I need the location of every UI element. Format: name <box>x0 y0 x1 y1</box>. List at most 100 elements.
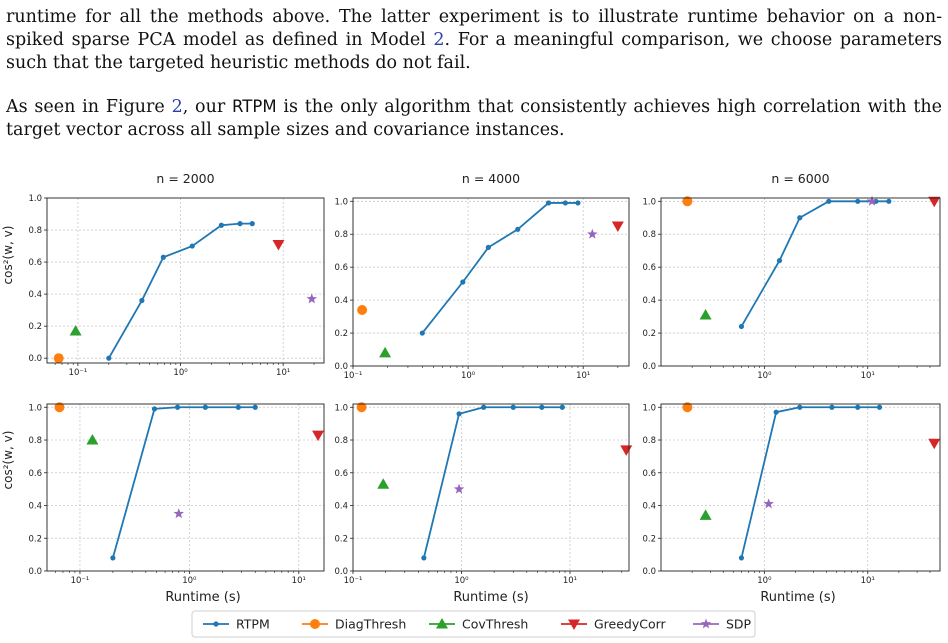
legend-marker <box>700 618 712 629</box>
series-sdp <box>763 498 774 509</box>
data-point-sdp <box>453 483 465 494</box>
figure-reference-link[interactable]: 2 <box>171 97 183 117</box>
data-point-rtpm <box>139 297 145 304</box>
series-covthresh <box>69 324 82 336</box>
paragraph-runtime: runtime for all the methods above. The l… <box>6 6 942 75</box>
legend-item-covthresh: CovThresh <box>429 617 528 632</box>
data-point-rtpm <box>485 244 491 251</box>
x-tick-label: 10⁰ <box>757 576 772 586</box>
x-tick-label: 10⁻¹ <box>71 576 90 586</box>
y-tick-label: 1.0 <box>334 197 348 207</box>
xlabel-middle: Runtime (s) <box>453 590 528 605</box>
legend-label: RTPM <box>236 617 270 632</box>
data-point-rtpm <box>738 555 745 561</box>
data-point-rtpm <box>218 222 224 228</box>
data-point-rtpm <box>189 243 195 249</box>
data-point-greedycorr <box>312 430 325 442</box>
xlabel-left: Runtime (s) <box>165 590 240 605</box>
y-tick-label: 0.6 <box>334 263 348 273</box>
text-span: is the only algorithm that consistently … <box>6 97 942 140</box>
y-tick-label: 0.2 <box>28 322 42 332</box>
series-greedycorr <box>928 196 941 208</box>
y-tick-label: 0.6 <box>642 469 656 479</box>
x-tick-label: 10¹ <box>563 576 577 586</box>
series-rtpm <box>106 221 255 361</box>
y-tick-label: 0.4 <box>334 502 348 512</box>
panel-title: n = 6000 <box>771 171 829 186</box>
plot-frame <box>352 197 630 367</box>
plot-area <box>353 198 629 366</box>
x-tick-label: 10¹ <box>292 576 306 586</box>
plot-frame <box>46 403 325 572</box>
plot-frame <box>46 197 325 364</box>
y-tick-label: 1.0 <box>28 403 42 413</box>
plot-area <box>47 198 324 363</box>
series-diagthresh <box>682 402 693 413</box>
data-point-rtpm <box>151 406 158 412</box>
chart-panel-1: 0.0 0.2 0.4 0.6 0.8 1.0 10⁻¹ 10⁰ 10¹ n = 2000 <box>28 171 325 378</box>
data-point-rtpm <box>174 404 181 410</box>
rtpm-name: RTPM <box>232 97 277 116</box>
y-tick-label: 0.8 <box>28 226 42 236</box>
data-point-rtpm <box>855 198 861 204</box>
data-point-sdp <box>173 508 184 519</box>
legend-label: SDP <box>726 617 752 632</box>
legend-label: DiagThresh <box>335 617 406 632</box>
legend-item-sdp: SDP <box>693 617 752 632</box>
data-point-rtpm <box>545 200 552 206</box>
data-point-rtpm <box>160 254 166 260</box>
data-point-diagthresh <box>357 305 368 315</box>
data-point-rtpm <box>797 404 803 410</box>
y-tick-label: 0.4 <box>334 296 348 306</box>
data-point-sdp <box>306 293 317 304</box>
y-tick-label: 0.2 <box>334 534 348 544</box>
y-tick-label: 0.8 <box>28 436 42 446</box>
x-tick-label: 10⁰ <box>757 371 772 381</box>
data-point-diagthresh <box>53 353 64 364</box>
y-tick-label: 0.6 <box>28 258 42 268</box>
legend-item-rtpm: RTPM <box>203 617 270 632</box>
series-covthresh <box>86 434 99 445</box>
data-point-covthresh <box>69 324 82 336</box>
y-tick-label: 0.4 <box>28 502 42 512</box>
text-span: , our <box>182 97 233 117</box>
data-point-rtpm <box>515 226 521 232</box>
y-tick-label: 1.0 <box>642 403 656 413</box>
y-tick-label: 0.8 <box>642 436 656 446</box>
legend-marker <box>568 619 580 630</box>
data-point-rtpm <box>797 215 803 221</box>
chart-panel-4: 0.0 0.2 0.4 0.6 0.8 1.0 10⁻¹ 10⁰ 10¹ <box>28 402 325 586</box>
chart-panel-3: 0.0 0.2 0.4 0.6 0.8 1.0 10⁰ 10¹ n = 6000 <box>642 171 941 381</box>
legend-marker <box>310 619 320 629</box>
y-tick-label: 0.2 <box>28 534 42 544</box>
data-point-diagthresh <box>356 402 367 413</box>
y-tick-label: 0.0 <box>28 567 42 577</box>
series-covthresh <box>699 509 712 520</box>
plot-frame <box>660 403 941 572</box>
model-reference-link[interactable]: 2 <box>433 30 445 50</box>
legend-marker <box>213 621 219 627</box>
data-point-rtpm <box>481 404 487 410</box>
data-point-covthresh <box>379 346 392 358</box>
data-point-rtpm <box>776 257 783 264</box>
chart-panel-6: 0.0 0.2 0.4 0.6 0.8 1.0 10⁰ 10¹ <box>642 402 941 586</box>
y-tick-label: 0.0 <box>334 567 348 577</box>
data-point-rtpm <box>855 404 861 410</box>
plot-area <box>661 198 940 366</box>
data-point-rtpm <box>460 279 466 285</box>
data-point-covthresh <box>699 308 712 320</box>
series-greedycorr <box>611 221 624 232</box>
series-sdp <box>453 483 465 494</box>
data-point-rtpm <box>886 198 892 204</box>
y-tick-label: 0.2 <box>642 534 656 544</box>
y-tick-label: 0.4 <box>642 296 656 306</box>
series-covthresh <box>377 478 390 489</box>
data-point-rtpm <box>738 323 745 330</box>
data-point-covthresh <box>377 478 390 489</box>
text-span: As seen in Figure <box>6 97 172 117</box>
legend-item-greedycorr: GreedyCorr <box>561 617 667 632</box>
series-greedycorr <box>272 239 285 251</box>
plot-area <box>47 404 324 571</box>
data-point-rtpm <box>829 404 835 410</box>
